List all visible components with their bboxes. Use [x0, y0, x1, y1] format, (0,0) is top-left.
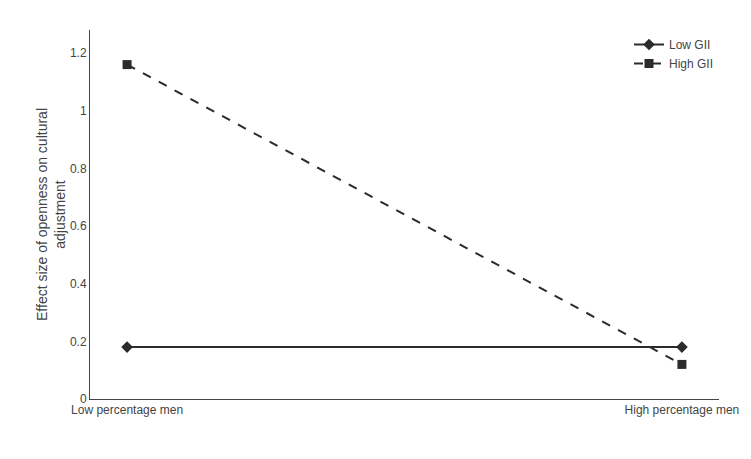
svg-text:0.4: 0.4 [70, 277, 87, 291]
svg-text:Effect size of openness on cul: Effect size of openness on culturaladjus… [34, 108, 68, 321]
svg-text:0.6: 0.6 [70, 219, 87, 233]
svg-text:0.2: 0.2 [70, 335, 87, 349]
svg-text:1.2: 1.2 [70, 46, 87, 60]
svg-text:1: 1 [80, 104, 87, 118]
svg-text:0: 0 [80, 392, 87, 406]
svg-text:Low GII: Low GII [669, 38, 710, 52]
svg-text:Low percentage men: Low percentage men [71, 403, 183, 417]
svg-text:High GII: High GII [669, 57, 713, 71]
svg-text:High percentage men: High percentage men [625, 403, 740, 417]
svg-text:0.8: 0.8 [70, 162, 87, 176]
